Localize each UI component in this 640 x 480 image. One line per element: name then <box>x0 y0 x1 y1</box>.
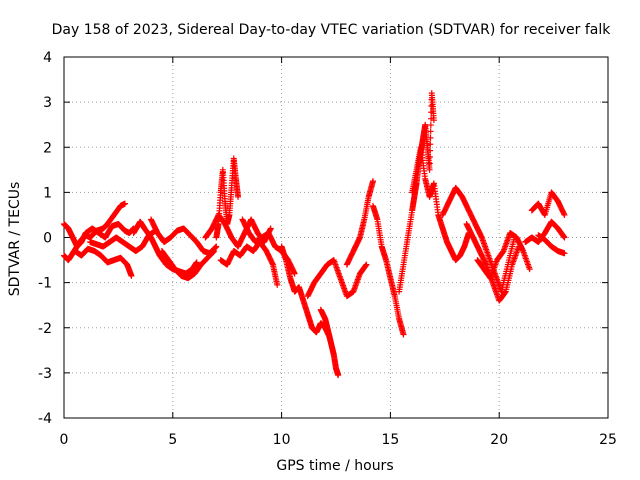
data-point <box>291 270 298 277</box>
x-tick-label: 10 <box>273 432 291 448</box>
data-point <box>427 122 434 129</box>
x-tick-label: 15 <box>381 432 399 448</box>
data-point <box>526 266 533 273</box>
data-points <box>61 90 568 379</box>
data-point <box>400 331 407 338</box>
data-point <box>427 128 434 135</box>
data-point <box>211 248 218 255</box>
data-point <box>128 272 135 279</box>
y-tick-label: -2 <box>38 321 52 337</box>
y-tick-label: 4 <box>43 50 52 66</box>
y-tick-label: 3 <box>43 95 52 111</box>
data-point <box>335 372 342 379</box>
data-point <box>369 178 376 185</box>
data-point <box>274 281 281 288</box>
data-point <box>430 117 437 124</box>
data-point <box>363 261 370 268</box>
tick-labels: 0 5 10 15 20 25 -4 -3 -2 -1 0 1 2 3 4 <box>38 50 617 448</box>
data-point <box>427 147 434 154</box>
x-tick-label: 25 <box>599 432 617 448</box>
y-tick-label: -1 <box>38 276 52 292</box>
data-point <box>427 141 434 148</box>
grid-lines <box>64 57 608 418</box>
x-tick-label: 5 <box>168 432 177 448</box>
y-axis-label: SDTVAR / TECUs <box>7 182 23 297</box>
y-tick-label: 0 <box>43 231 52 247</box>
data-point <box>426 154 433 161</box>
axis-ticks <box>63 56 609 419</box>
data-point <box>235 193 242 200</box>
data-point <box>561 234 568 241</box>
x-tick-label: 20 <box>490 432 508 448</box>
data-point <box>427 134 434 141</box>
data-point <box>426 166 433 173</box>
chart-title: Day 158 of 2023, Sidereal Day-to-day VTE… <box>52 22 612 38</box>
data-point <box>267 225 274 232</box>
y-tick-label: -4 <box>38 411 52 427</box>
y-tick-label: -3 <box>38 366 52 382</box>
x-tick-label: 0 <box>60 432 69 448</box>
data-point <box>561 250 568 257</box>
x-axis-label: GPS time / hours <box>276 458 393 474</box>
data-point <box>426 160 433 167</box>
y-tick-label: 2 <box>43 140 52 156</box>
data-point <box>121 200 128 207</box>
data-point <box>561 211 568 218</box>
y-tick-label: 1 <box>43 185 52 201</box>
data-point <box>213 243 220 250</box>
data-point <box>193 259 200 266</box>
